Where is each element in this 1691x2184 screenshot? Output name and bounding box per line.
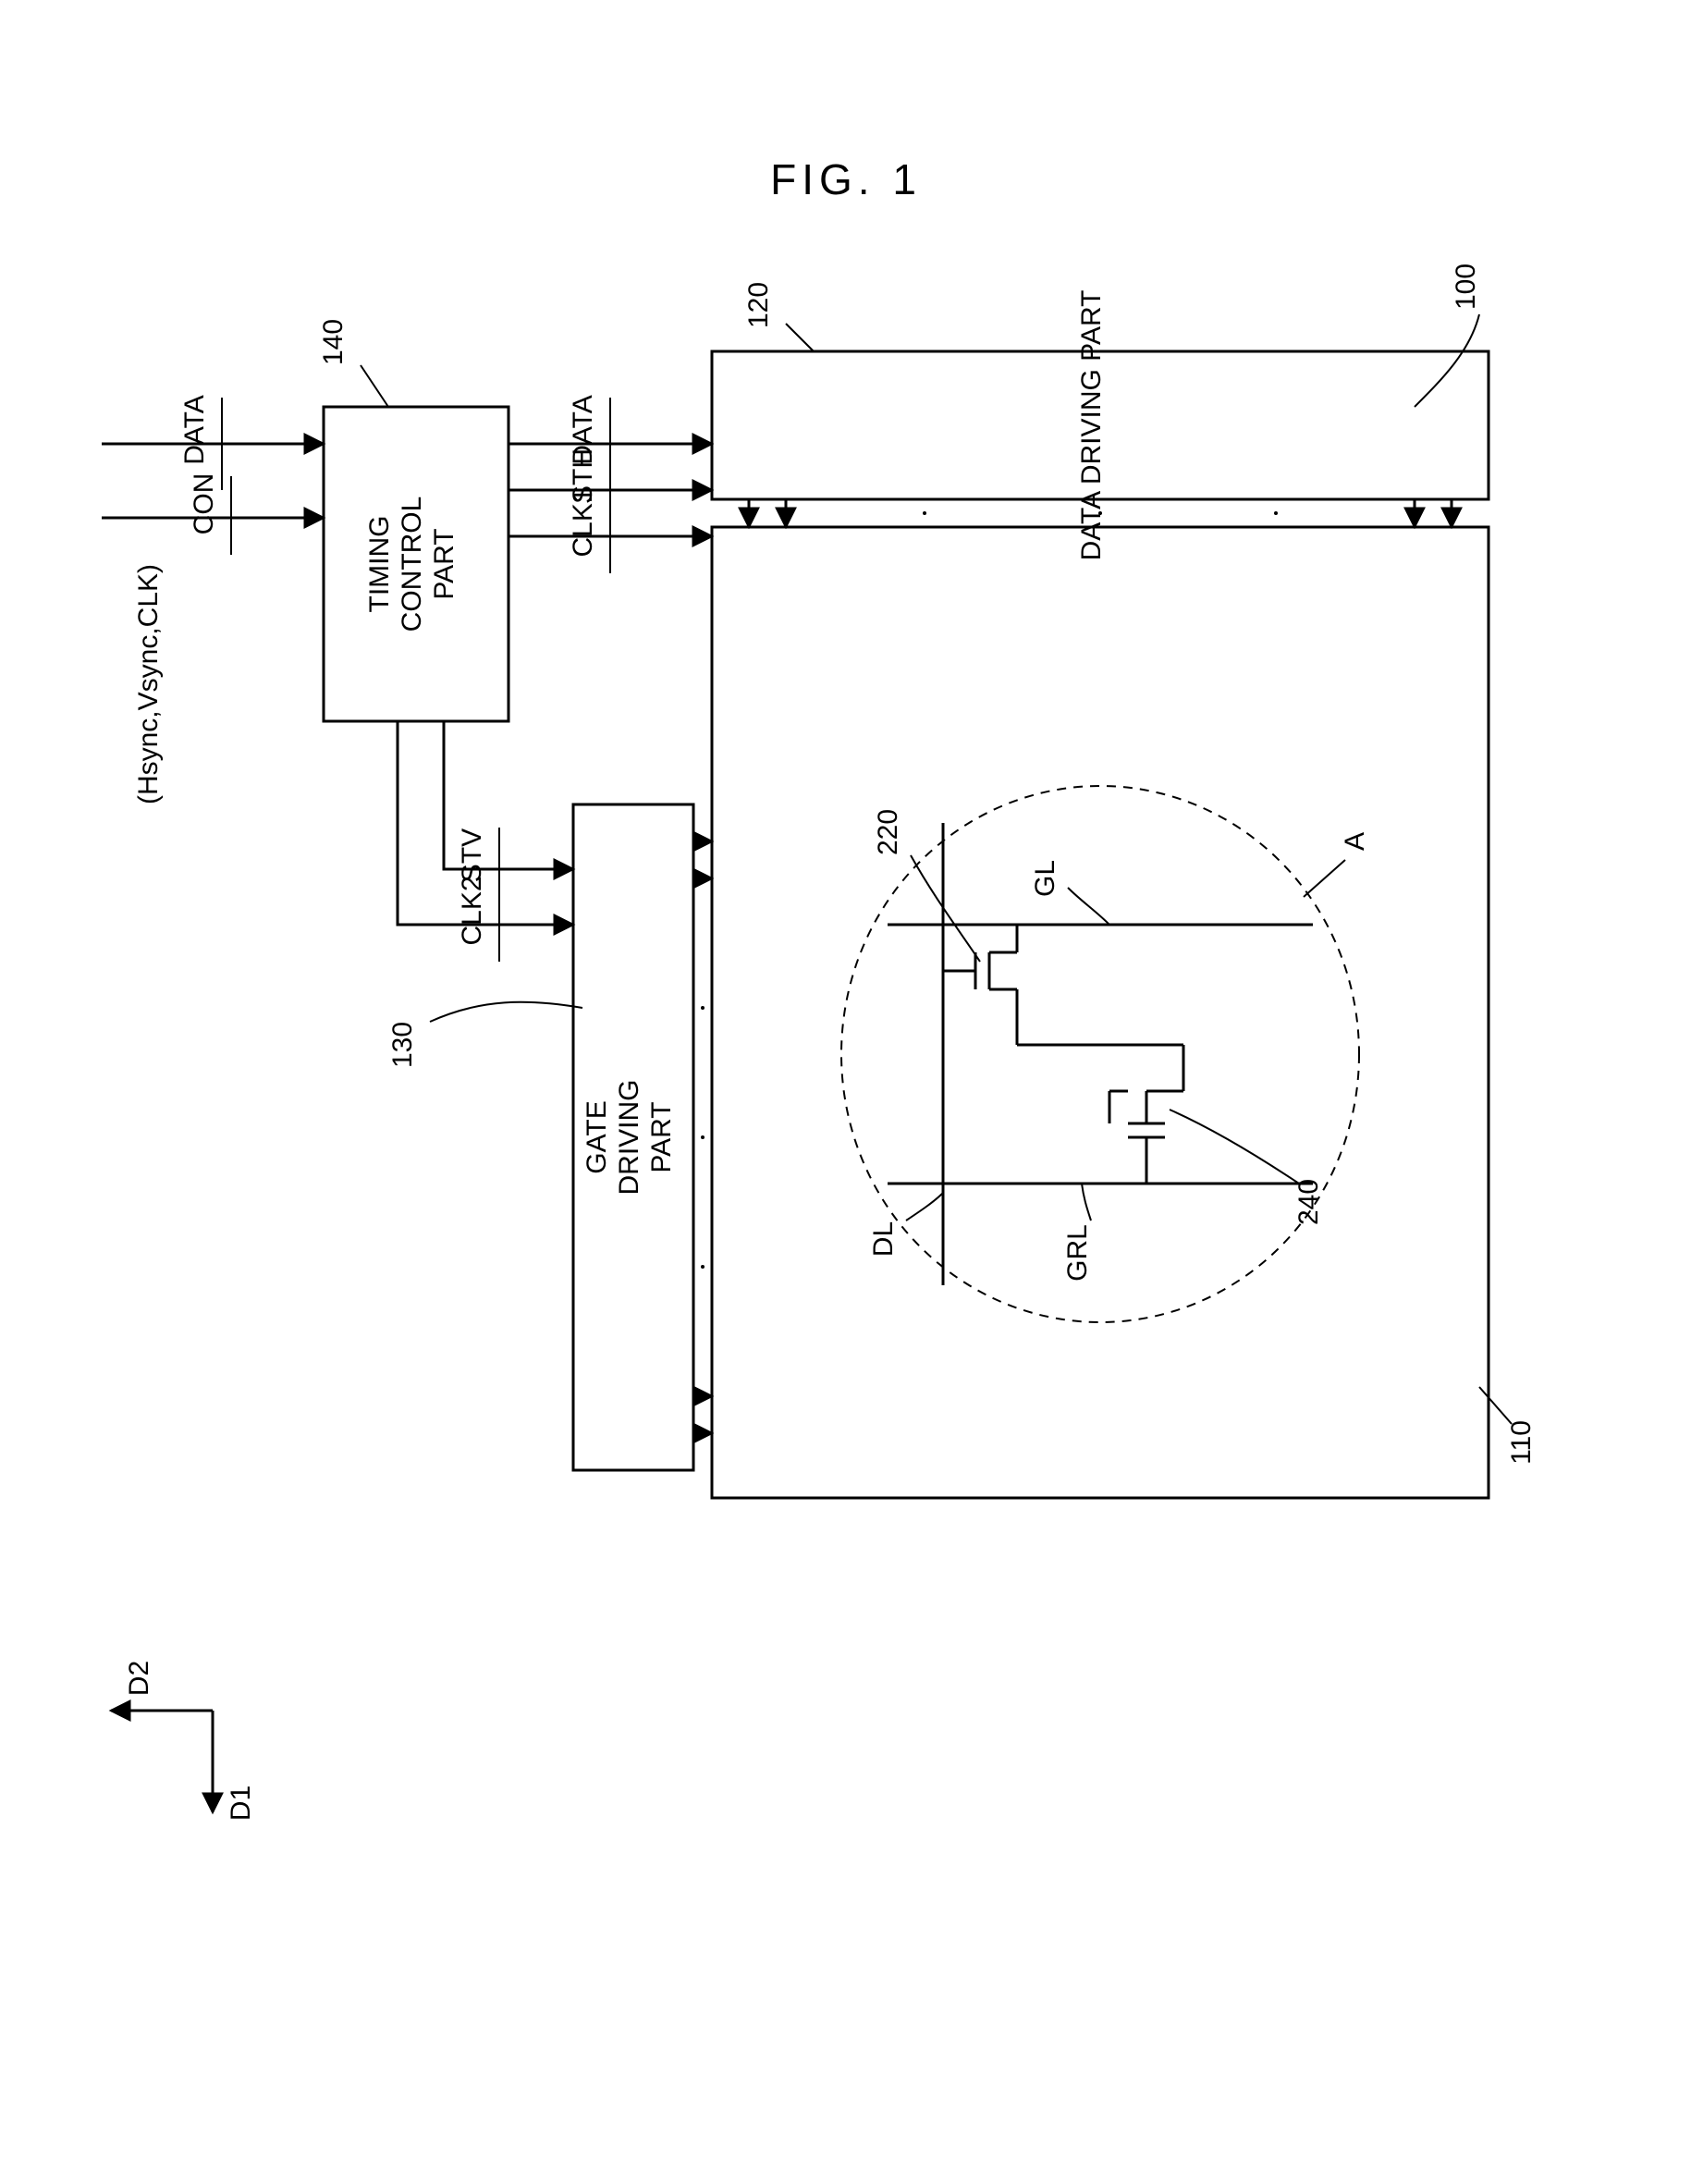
gl-label: GL xyxy=(1030,860,1060,897)
ref-140: 140 xyxy=(318,319,349,365)
pixel-region-a: A xyxy=(1340,832,1370,851)
ref-110-leader xyxy=(1479,1387,1512,1424)
ref-a-leader xyxy=(1304,860,1345,897)
transistor-240 xyxy=(1017,1045,1183,1184)
axis-d2-label: D2 xyxy=(124,1661,154,1696)
gl-leader xyxy=(1068,888,1109,925)
ref-220: 220 xyxy=(873,809,903,855)
pixel-region-ellipse xyxy=(841,786,1359,1322)
ref-110: 110 xyxy=(1506,1420,1537,1465)
axis-d1-label: D1 xyxy=(226,1785,256,1821)
sig-con-sub-label: (Hsync,Vsync,CLK) xyxy=(133,564,164,804)
ref-240-leader xyxy=(1170,1110,1299,1184)
grl-leader xyxy=(1082,1184,1091,1221)
figure-title: FIG. 1 xyxy=(770,155,922,203)
gd-dot-2 xyxy=(701,1135,705,1139)
transistor-220 xyxy=(943,925,1017,1045)
gd-dot-3 xyxy=(701,1265,705,1269)
sig-stv-label: STV xyxy=(457,828,487,882)
figure-canvas: FIG. 1 TIMING CONTROL PART DATA CON (Hsy… xyxy=(0,0,1691,2184)
ref-240: 240 xyxy=(1293,1179,1324,1225)
ref-220-leader xyxy=(911,855,980,962)
gate-label-1: GATE xyxy=(582,1100,612,1173)
ref-100-leader xyxy=(1415,314,1479,407)
ref-140-leader xyxy=(361,365,388,407)
sig-clk2-label: CLK2 xyxy=(457,876,487,945)
gate-label-3: PART xyxy=(646,1101,677,1172)
ref-120: 120 xyxy=(743,282,774,328)
dl-label: DL xyxy=(868,1221,899,1257)
timing-label-3: PART xyxy=(429,528,460,599)
grl-label: GRL xyxy=(1062,1224,1093,1282)
display-panel xyxy=(712,527,1489,1498)
data-driving-label: DATA DRIVING PART xyxy=(1076,290,1107,561)
sig-clk1-label: CLK1 xyxy=(568,487,598,557)
ref-130-leader xyxy=(430,1002,582,1022)
timing-label-2: CONTROL xyxy=(397,497,427,632)
timing-label-1: TIMING xyxy=(364,516,395,613)
ref-120-leader xyxy=(786,324,814,351)
ref-100: 100 xyxy=(1451,264,1481,310)
ref-130: 130 xyxy=(387,1022,418,1068)
dd-dot-2 xyxy=(1098,511,1102,515)
gd-dot-1 xyxy=(701,1006,705,1010)
gate-label-2: DRIVING xyxy=(614,1079,644,1195)
dd-dot-1 xyxy=(923,511,926,515)
sig-data-in-label: DATA xyxy=(179,395,210,465)
sig-con-label: CON xyxy=(189,473,219,535)
dd-dot-3 xyxy=(1274,511,1278,515)
dl-leader xyxy=(906,1193,943,1221)
